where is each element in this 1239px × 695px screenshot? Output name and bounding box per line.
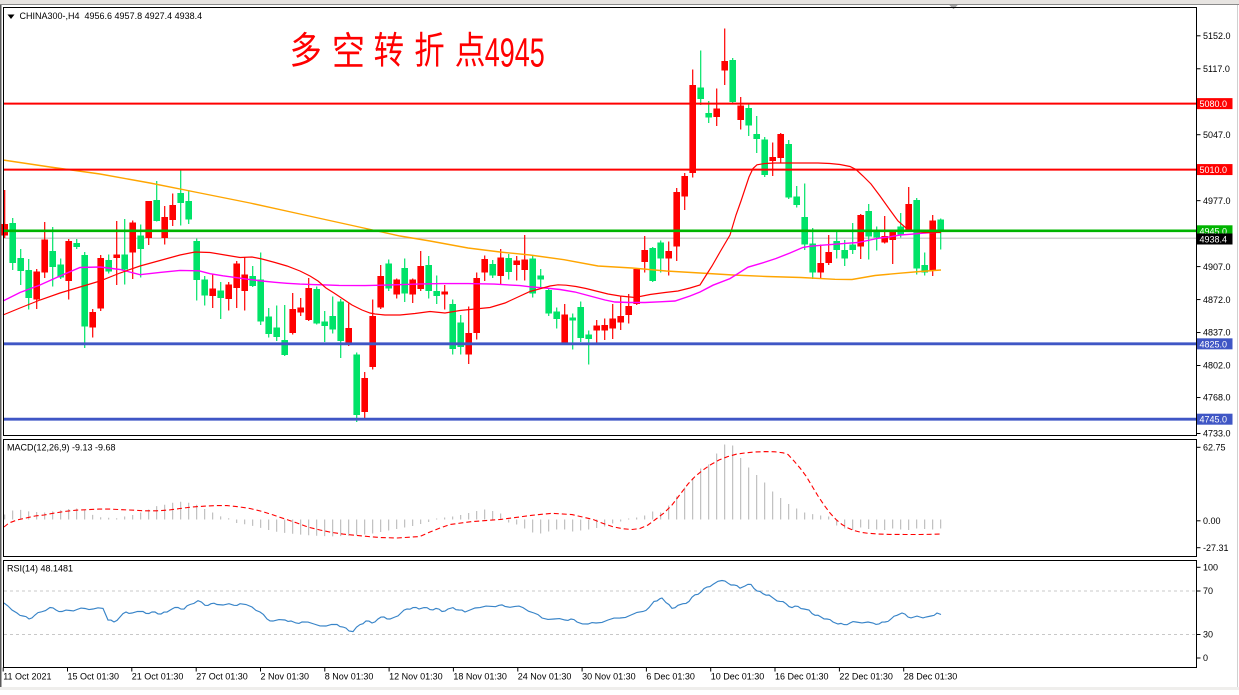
- svg-text:70: 70: [1203, 586, 1213, 596]
- svg-text:10 Dec 01:30: 10 Dec 01:30: [711, 672, 765, 682]
- svg-text:4945.0: 4945.0: [1200, 226, 1228, 236]
- svg-text:4938.4: 4938.4: [1200, 235, 1228, 245]
- svg-text:30 Nov 01:30: 30 Nov 01:30: [582, 672, 636, 682]
- svg-text:28 Dec 01:30: 28 Dec 01:30: [904, 672, 958, 682]
- svg-text:4872.0: 4872.0: [1203, 295, 1231, 305]
- svg-text:5117.0: 5117.0: [1203, 64, 1230, 74]
- svg-text:-27.31: -27.31: [1203, 543, 1229, 553]
- svg-text:4825.0: 4825.0: [1200, 339, 1228, 349]
- svg-text:21 Oct 01:30: 21 Oct 01:30: [132, 672, 184, 682]
- svg-text:15 Oct 01:30: 15 Oct 01:30: [68, 672, 120, 682]
- svg-text:18 Nov 01:30: 18 Nov 01:30: [453, 672, 507, 682]
- svg-text:RSI(14) 48.1481: RSI(14) 48.1481: [7, 564, 73, 574]
- svg-text:4977.0: 4977.0: [1203, 196, 1231, 206]
- svg-text:5010.0: 5010.0: [1200, 165, 1228, 175]
- svg-text:5047.0: 5047.0: [1203, 130, 1231, 140]
- svg-text:4837.0: 4837.0: [1203, 328, 1231, 338]
- svg-text:8 Nov 01:30: 8 Nov 01:30: [325, 672, 374, 682]
- svg-text:4768.0: 4768.0: [1203, 393, 1231, 403]
- svg-text:4945: 4945: [485, 30, 545, 76]
- svg-text:5152.0: 5152.0: [1203, 31, 1231, 41]
- svg-text:2 Nov 01:30: 2 Nov 01:30: [261, 672, 310, 682]
- svg-text:12 Nov 01:30: 12 Nov 01:30: [389, 672, 443, 682]
- svg-text:22 Dec 01:30: 22 Dec 01:30: [839, 672, 893, 682]
- svg-text:0.00: 0.00: [1203, 516, 1221, 526]
- svg-text:4733.0: 4733.0: [1203, 429, 1231, 439]
- svg-text:30: 30: [1203, 630, 1213, 640]
- svg-text:62.75: 62.75: [1203, 443, 1226, 453]
- svg-text:100: 100: [1203, 563, 1218, 573]
- svg-text:0: 0: [1203, 653, 1208, 663]
- svg-text:6 Dec 01:30: 6 Dec 01:30: [646, 672, 695, 682]
- svg-text:4907.0: 4907.0: [1203, 262, 1231, 272]
- svg-text:27 Oct 01:30: 27 Oct 01:30: [196, 672, 248, 682]
- svg-text:24 Nov 01:30: 24 Nov 01:30: [518, 672, 572, 682]
- svg-text:4802.0: 4802.0: [1203, 361, 1231, 371]
- svg-text:16 Dec 01:30: 16 Dec 01:30: [775, 672, 829, 682]
- svg-text:4745.0: 4745.0: [1200, 415, 1228, 425]
- svg-text:CHINA300-,H4 4956.6 4957.8 49: CHINA300-,H4 4956.6 4957.8 4927.4 4938.4: [20, 11, 203, 21]
- svg-text:5080.0: 5080.0: [1200, 99, 1228, 109]
- svg-text:MACD(12,26,9) -9.13 -9.68: MACD(12,26,9) -9.13 -9.68: [7, 443, 116, 453]
- svg-text:11 Oct 2021: 11 Oct 2021: [3, 672, 51, 682]
